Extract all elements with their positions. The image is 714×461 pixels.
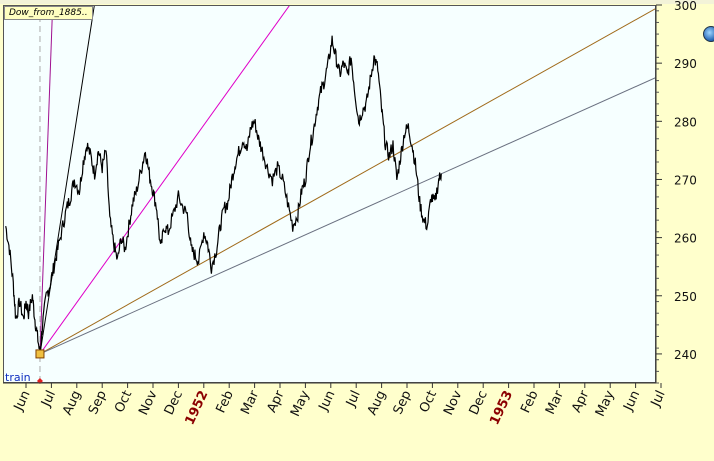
y-tick-label-300: 300	[674, 0, 697, 13]
y-tick-label-240: 240	[674, 348, 697, 362]
x-tick-label-7: 1952	[183, 388, 212, 427]
x-tick-label-0: Jun	[11, 388, 34, 414]
y-tick-label-250: 250	[674, 290, 697, 304]
x-tick-label-1: Jul	[38, 388, 59, 409]
x-tick-label-8: Feb	[213, 388, 236, 415]
x-tick-label-22: Apr	[569, 388, 592, 415]
x-tick-label-9: Mar	[238, 388, 262, 417]
fan-line-3	[39, 8, 655, 355]
price-series-line	[5, 35, 442, 355]
y-tick-label-290: 290	[674, 57, 697, 71]
y-tick-label-270: 270	[674, 173, 697, 187]
x-tick-label-25: Jul	[648, 388, 669, 409]
fan-line-0	[39, 6, 54, 354]
x-tick-label-3: Sep	[86, 388, 110, 417]
x-tick-label-12: Jun	[316, 388, 339, 414]
x-tick-label-16: Oct	[417, 388, 440, 415]
x-tick-label-15: Sep	[391, 388, 415, 417]
top-strip	[0, 0, 714, 4]
series-tab[interactable]: Dow_from_1885..	[4, 6, 93, 20]
x-tick-label-5: Nov	[136, 388, 160, 418]
fan-line-2	[39, 6, 290, 355]
globe-icon[interactable]	[703, 26, 714, 42]
y-tick-label-280: 280	[674, 115, 697, 129]
anchor-marker	[35, 349, 45, 359]
fan-line-1	[39, 6, 95, 355]
plot-area[interactable]	[3, 5, 656, 383]
x-tick-label-2: Aug	[60, 388, 84, 417]
x-tick-label-18: Dec	[467, 388, 491, 417]
x-tick-label-11: May	[288, 388, 313, 419]
x-tick-label-17: Nov	[441, 388, 465, 418]
x-tick-label-14: Aug	[365, 388, 389, 417]
x-tick-label-19: 1953	[487, 388, 516, 427]
x-tick-label-24: Jun	[621, 388, 644, 414]
x-tick-label-10: Apr	[265, 388, 288, 415]
x-tick-label-6: Dec	[162, 388, 186, 417]
x-tick-label-4: Oct	[112, 388, 135, 415]
x-tick-label-23: May	[593, 388, 618, 419]
train-label: train	[5, 371, 31, 384]
fan-line-4	[39, 77, 655, 355]
x-tick-label-21: Mar	[543, 388, 567, 417]
x-tick-label-20: Feb	[518, 388, 541, 415]
x-tick-label-13: Jul	[343, 388, 364, 409]
y-tick-label-260: 260	[674, 232, 697, 246]
